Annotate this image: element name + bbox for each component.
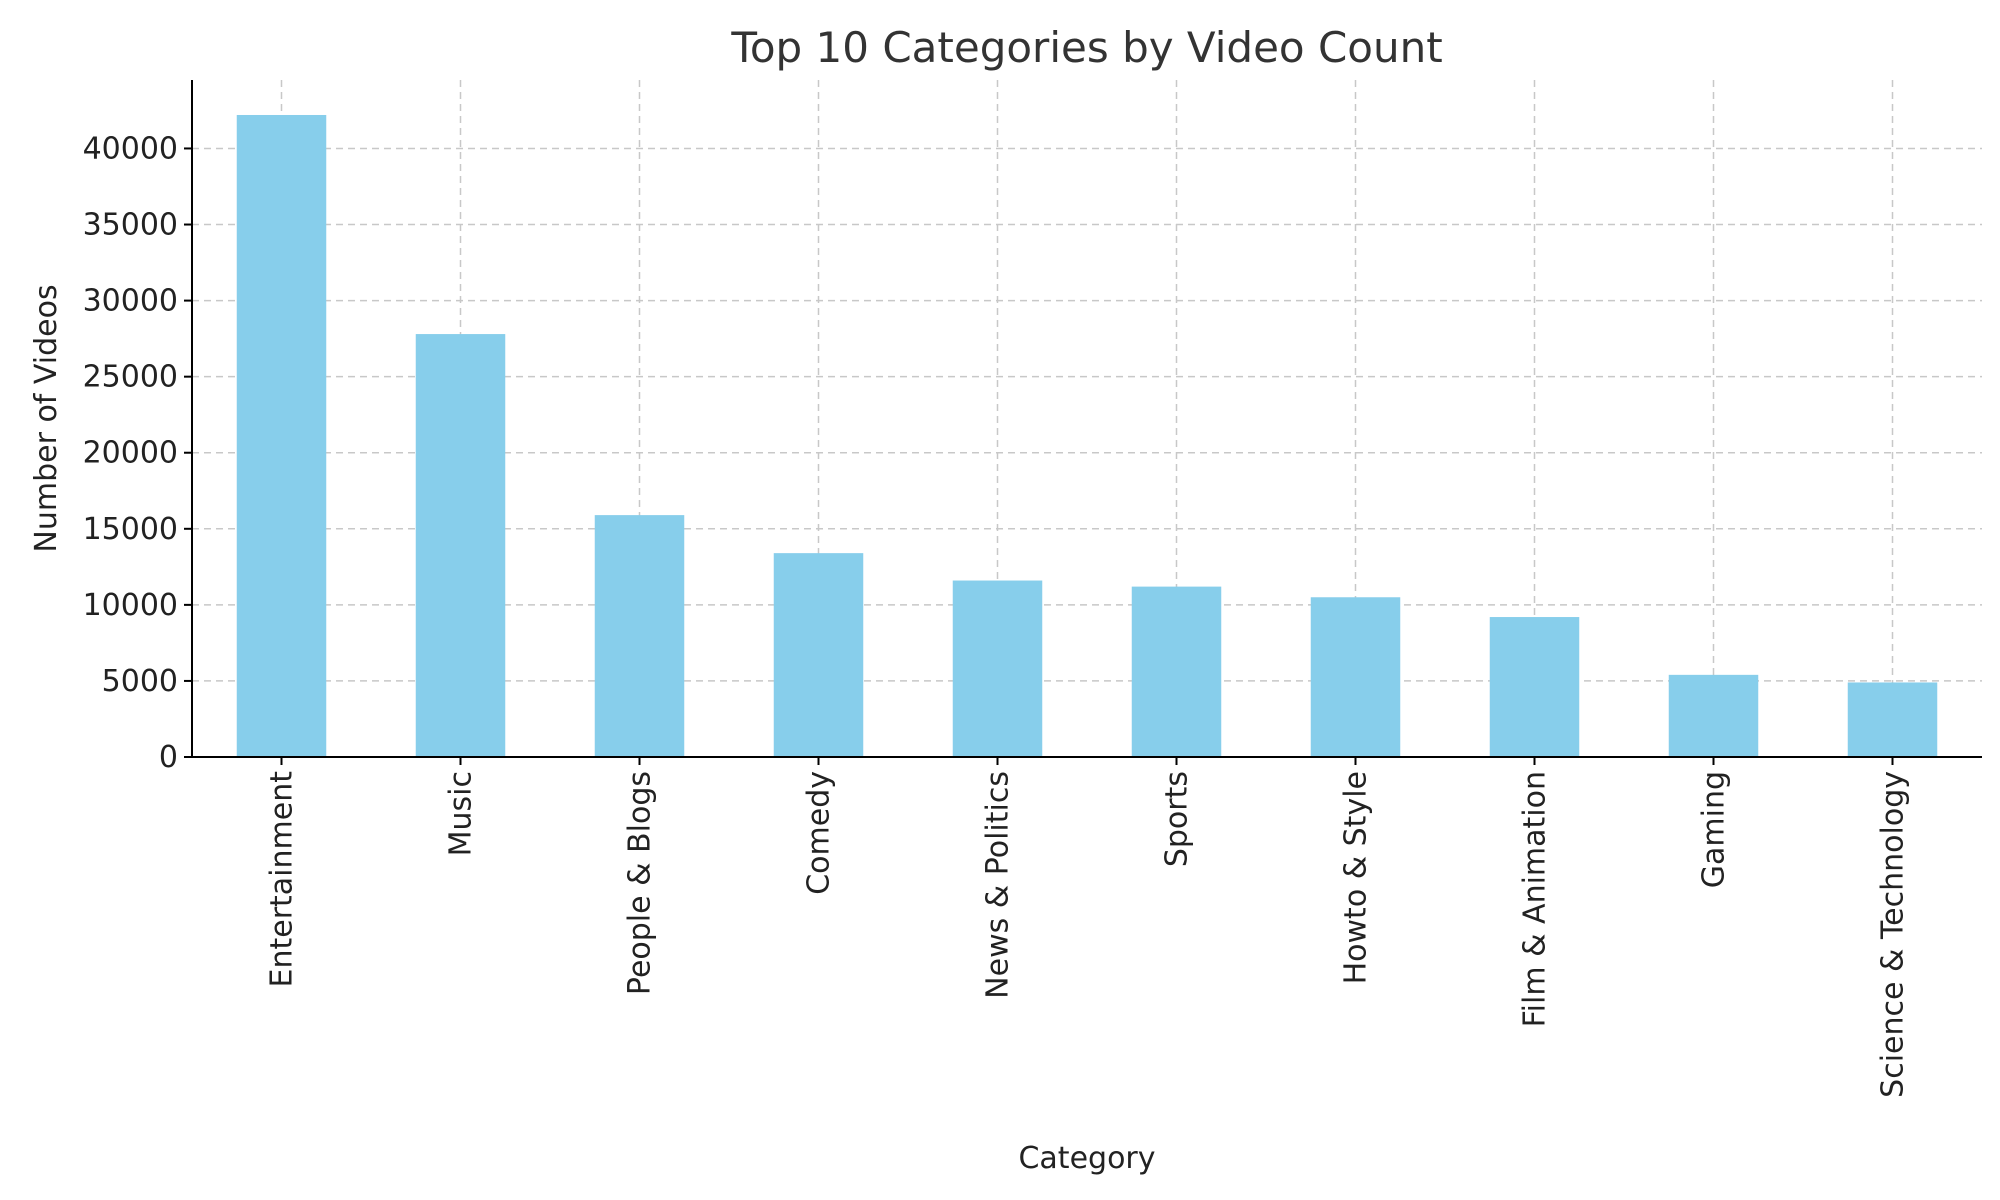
chart-title: Top 10 Categories by Video Count	[730, 23, 1442, 72]
y-tick-label: 35000	[83, 208, 178, 243]
bar-comedy	[773, 553, 864, 757]
y-tick-label: 40000	[83, 131, 178, 166]
x-tick-label: Film & Animation	[1518, 771, 1553, 1027]
x-tick-label: Howto & Style	[1339, 771, 1374, 984]
bar-entertainment	[236, 114, 327, 757]
y-tick-label: 0	[159, 740, 178, 775]
bar-news-politics	[952, 580, 1043, 757]
bar-people-blogs	[594, 515, 685, 757]
y-tick-label: 15000	[83, 512, 178, 547]
y-axis-ticks: 0 5000 10000 15000 20000 25000 30000 35000 40000	[83, 131, 192, 775]
y-tick-label: 5000	[102, 664, 178, 699]
y-tick-label: 25000	[83, 360, 178, 395]
bar-science-technology	[1847, 682, 1938, 757]
bar-gaming	[1668, 674, 1759, 757]
bar-music	[415, 334, 506, 757]
y-tick-label: 20000	[83, 436, 178, 471]
bars	[236, 114, 1938, 757]
axes	[191, 80, 1982, 758]
bar-sports	[1131, 586, 1222, 757]
bar-howto-style	[1310, 597, 1401, 757]
x-tick-label: Sports	[1160, 771, 1195, 867]
x-axis-label: Category	[1018, 1141, 1155, 1176]
x-axis-ticks: Entertainment Music People & Blogs Comedy Ne…	[265, 757, 1911, 1098]
y-tick-label: 10000	[83, 588, 178, 623]
x-tick-label: Music	[444, 771, 479, 856]
x-tick-label: People & Blogs	[623, 771, 658, 995]
x-tick-label: News & Politics	[981, 771, 1016, 999]
x-tick-label: Gaming	[1697, 771, 1732, 888]
x-tick-label: Entertainment	[265, 771, 300, 988]
bar-film-animation	[1489, 617, 1580, 757]
x-tick-label: Comedy	[802, 771, 837, 895]
x-tick-label: Science & Technology	[1876, 771, 1911, 1098]
y-tick-label: 30000	[83, 284, 178, 319]
y-axis-label: Number of Videos	[29, 284, 64, 552]
